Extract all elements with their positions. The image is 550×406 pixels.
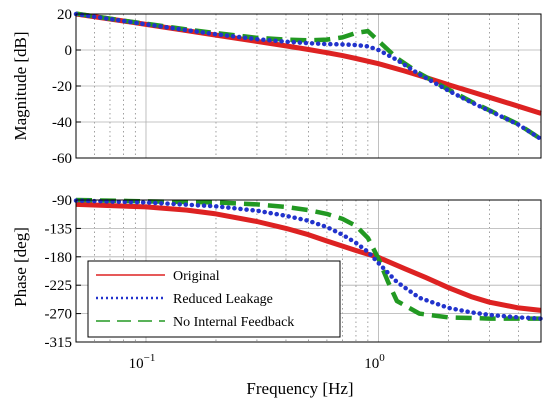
legend-label-original: Original xyxy=(173,269,220,284)
legend: Original Reduced Leakage No Internal Fee… xyxy=(87,260,341,338)
phase-series-original xyxy=(75,201,542,313)
phase-y-tick-label: -225 xyxy=(45,278,73,294)
phase-y-tick-label: -270 xyxy=(45,307,73,323)
phase-axes-frame xyxy=(75,199,542,343)
legend-box xyxy=(87,260,341,338)
legend-label-reduced-leakage: Reduced Leakage xyxy=(173,292,273,307)
legend-label-no-internal-feedback: No Internal Feedback xyxy=(173,315,294,330)
magnitude-series-reduced-leakage xyxy=(73,11,544,142)
magnitude-y-tick-label: -20 xyxy=(52,79,72,95)
phase-y-tick-label: -90 xyxy=(52,193,72,209)
phase-y-tick-label: -180 xyxy=(45,250,73,266)
magnitude-y-tick-label: -40 xyxy=(52,115,72,131)
x-tick-label: 100 xyxy=(364,352,385,372)
phase-y-tick-label: -135 xyxy=(45,221,73,237)
magnitude-panel: 20 0 -20 -40 -60 xyxy=(52,7,544,167)
phase-series-reduced-leakage xyxy=(73,198,544,321)
x-axis-label: Frequency [Hz] xyxy=(246,379,353,398)
magnitude-y-tick-label: -60 xyxy=(52,151,72,167)
magnitude-y-axis-label: Magnitude [dB] xyxy=(11,31,30,140)
phase-series-no-internal-feedback xyxy=(75,197,541,321)
magnitude-y-tick-label: 0 xyxy=(65,43,73,59)
phase-y-tick-label: -315 xyxy=(45,335,73,351)
x-tick-label: 10−1 xyxy=(129,352,156,372)
magnitude-y-tick-label: 20 xyxy=(57,7,72,23)
phase-y-axis-label: Phase [deg] xyxy=(11,227,30,307)
magnitude-series-original xyxy=(75,11,542,116)
